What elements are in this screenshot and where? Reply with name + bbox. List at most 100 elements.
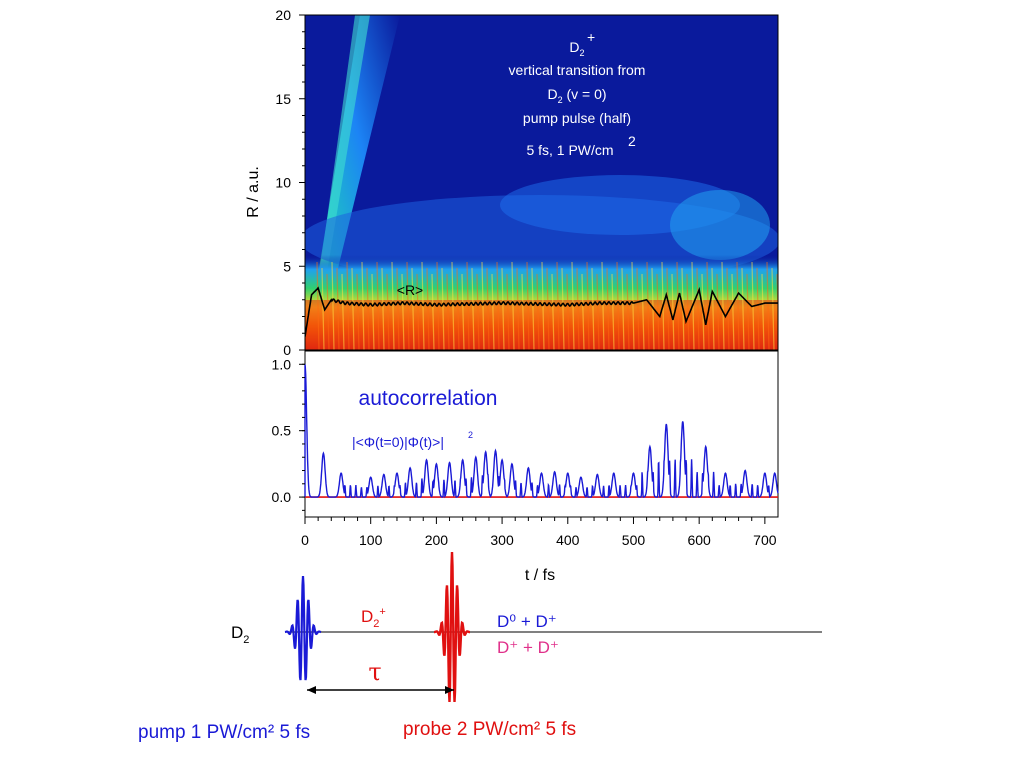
heatmap-stripe: [581, 273, 585, 350]
svg-text:5 fs, 1 PW/cm: 5 fs, 1 PW/cm: [526, 142, 613, 158]
x-tick-label: 100: [359, 532, 383, 548]
heatmap-stripe: [426, 267, 430, 350]
heatmap-stripe: [531, 267, 535, 350]
heatmap-stripe: [736, 261, 740, 350]
heatmap-stripe: [471, 267, 475, 350]
heatmap-stripe: [341, 273, 345, 350]
heatmap-stripe: [716, 273, 720, 350]
heatmap-stripe: [571, 261, 575, 350]
heatmap-stripe: [326, 273, 330, 350]
heatmap-stripe: [596, 273, 600, 350]
channel-neutral-ion: D⁰ + D⁺: [497, 612, 557, 631]
heatmap-stripe: [756, 267, 760, 350]
heatmap-stripe: [481, 261, 485, 350]
channel-ion-ion: D⁺ + D⁺: [497, 638, 559, 657]
bottom-y-tick-label: 0.0: [272, 489, 292, 505]
heatmap-stripe: [351, 267, 355, 350]
svg-text:D2: D2: [569, 39, 584, 58]
heatmap-stripe: [406, 261, 410, 350]
heatmap-stripe: [556, 261, 560, 350]
heatmap-stripe: [451, 261, 455, 350]
x-tick-label: 200: [425, 532, 449, 548]
heatmap-stripe: [621, 267, 625, 350]
tau-label: τ: [368, 658, 381, 686]
top-y-axis-label: R / a.u.: [245, 166, 262, 218]
heatmap-stripe: [536, 273, 540, 350]
svg-text:pump pulse (half): pump pulse (half): [523, 110, 631, 126]
x-tick-label: 700: [753, 532, 777, 548]
x-tick-label: 0: [301, 532, 309, 548]
heatmap-stripe: [666, 267, 670, 350]
heatmap-stripe: [636, 267, 640, 350]
bottom-y-tick-label: 1.0: [272, 356, 292, 372]
x-axis: 0 100 200 300 400 500 600 700: [301, 517, 777, 548]
top-y-tick-label: 0: [283, 342, 291, 358]
d2-label: D2: [231, 623, 249, 646]
heatmap-panel: [305, 15, 784, 350]
top-y-tick-label: 5: [283, 258, 291, 274]
heatmap-stripe: [356, 273, 360, 350]
heatmap-stripe: [346, 261, 350, 350]
heatmap-stripe: [511, 261, 515, 350]
heatmap-stripe: [396, 267, 400, 350]
d2-plus-label: D2+: [361, 606, 386, 630]
autocorrelation-title: autocorrelation: [359, 387, 498, 410]
bottom-y-tick-label: 0.5: [272, 423, 292, 439]
heatmap-stripe: [782, 262, 784, 350]
heatmap-stripe: [466, 261, 470, 350]
svg-text:2: 2: [628, 133, 636, 149]
autocorrelation-line: [304, 364, 779, 499]
heatmap-stripe: [501, 267, 505, 350]
x-tick-label: 500: [622, 532, 646, 548]
heatmap-stripe: [771, 267, 775, 350]
heatmap-stripe: [371, 273, 375, 350]
heatmap-stripe: [476, 273, 480, 350]
heatmap-stripe: [491, 273, 495, 350]
heatmap-stripe: [486, 267, 490, 350]
heatmap-stripe: [446, 273, 450, 350]
heatmap-stripe: [561, 267, 565, 350]
heatmap-annotation: D2 + vertical transition from D2 (v = 0)…: [509, 29, 646, 158]
autocorrelation-formula-sup: 2: [468, 430, 473, 440]
top-y-axis: 0 5 10 15 20: [275, 7, 305, 358]
heatmap-stripe: [386, 273, 390, 350]
top-y-tick-label: 20: [275, 7, 291, 23]
heatmap-stripe: [541, 261, 545, 350]
heatmap-stripe: [516, 267, 520, 350]
heatmap-stripe: [416, 273, 420, 350]
heatmap-stripe: [626, 273, 630, 350]
heatmap-stripe: [521, 273, 525, 350]
heatmap-stripe: [331, 261, 335, 350]
svg-text:D2 (v = 0): D2 (v = 0): [547, 86, 606, 105]
heatmap-stripe: [381, 267, 385, 350]
x-axis-label: t / fs: [525, 567, 555, 584]
heatmap-stripe: [676, 261, 680, 350]
top-y-tick-label: 15: [275, 91, 291, 107]
autocorrelation-formula: |<Φ(t=0)|Φ(t)>|: [352, 434, 444, 450]
pump-pulse: [284, 575, 322, 681]
heatmap-stripe: [706, 261, 710, 350]
heatmap-stripe: [321, 267, 325, 350]
heatmap-stripe: [726, 267, 730, 350]
heatmap-stripe: [601, 261, 605, 350]
heatmap-stripe: [641, 273, 645, 350]
heatmap-stripe: [566, 273, 570, 350]
heatmap-stripe: [646, 261, 650, 350]
heatmap-stripe: [731, 273, 735, 350]
heatmap-stripe: [441, 267, 445, 350]
autocorrelation-frame: [304, 350, 779, 518]
x-tick-label: 400: [556, 532, 580, 548]
top-y-tick-label: 10: [275, 175, 291, 191]
mean-r-line: [305, 286, 778, 337]
mean-r-label: <R>: [397, 282, 423, 298]
heatmap-stripe: [686, 273, 690, 350]
svg-text:vertical transition from: vertical transition from: [509, 62, 646, 78]
heatmap-stripe: [746, 273, 750, 350]
svg-text:+: +: [587, 29, 595, 45]
probe-pulse: [434, 551, 470, 702]
heatmap-stripe: [761, 273, 765, 350]
probe-label: probe 2 PW/cm² 5 fs: [403, 719, 576, 740]
heatmap-stripe: [611, 273, 615, 350]
heatmap-stripe: [721, 261, 725, 350]
